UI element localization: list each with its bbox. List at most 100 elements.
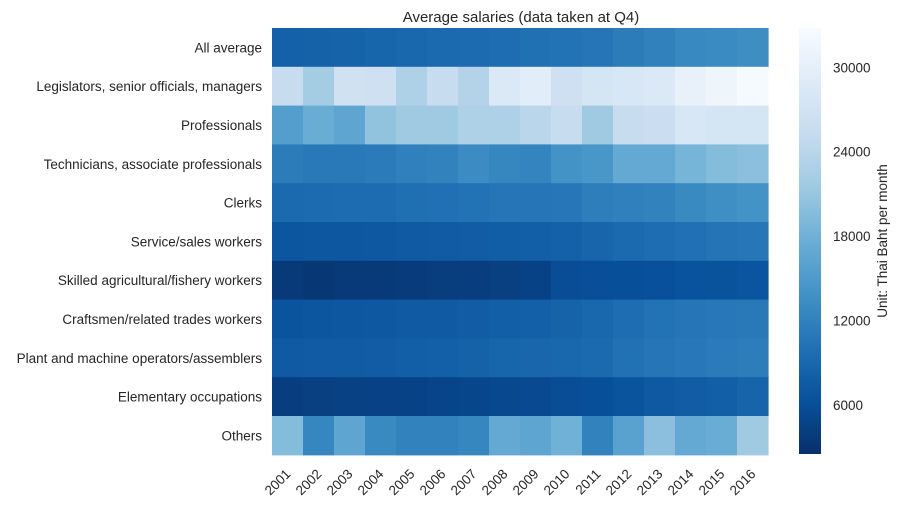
heatmap-cell — [458, 222, 490, 262]
heatmap-cell — [737, 66, 769, 107]
y-tick-label: Craftsmen/related trades workers — [62, 312, 262, 327]
heatmap-cell — [675, 183, 707, 223]
heatmap-cell — [334, 183, 366, 223]
heatmap-cell — [644, 28, 676, 68]
y-tick-label: Elementary occupations — [118, 390, 262, 405]
heatmap-cell — [396, 105, 428, 145]
heatmap-cell — [644, 66, 676, 107]
heatmap-cell — [489, 222, 521, 262]
heatmap-cell — [675, 144, 707, 184]
heatmap-cell — [644, 222, 676, 262]
heatmap-cell — [520, 338, 552, 378]
heatmap-cell — [303, 28, 335, 68]
heatmap-cell — [458, 416, 490, 456]
heatmap-cell — [582, 338, 614, 378]
heatmap-cell — [365, 377, 397, 417]
heatmap-cell — [520, 183, 552, 223]
heatmap-cell — [675, 377, 707, 417]
heatmap-cell — [644, 299, 676, 339]
heatmap-cell — [458, 260, 490, 301]
heatmap-cell — [489, 105, 521, 145]
heatmap-cell — [737, 299, 769, 339]
heatmap-cell — [706, 66, 738, 107]
x-axis-labels: 2001 2002 2003 2004 2005 2006 2007 2008 2009 2010… — [262, 466, 759, 498]
heatmap-cell — [427, 144, 459, 184]
heatmap-cell — [427, 260, 459, 301]
heatmap-cell — [303, 338, 335, 378]
x-tick-label: 2003 — [324, 466, 356, 498]
heatmap-cell — [427, 183, 459, 223]
heatmap-cell — [644, 416, 676, 456]
heatmap-cell — [675, 66, 707, 107]
heatmap-cell — [737, 144, 769, 184]
heatmap-cell — [582, 183, 614, 223]
heatmap-cell — [582, 28, 614, 68]
y-tick-label: Professionals — [181, 118, 262, 133]
x-tick-label: 2010 — [541, 466, 573, 498]
heatmap-cell — [396, 183, 428, 223]
heatmap-cell — [272, 105, 304, 145]
x-tick-label: 2011 — [572, 466, 603, 497]
heatmap-cell — [551, 183, 583, 223]
heatmap-cell — [396, 416, 428, 456]
heatmap-cell — [272, 66, 304, 107]
heatmap-cell — [551, 28, 583, 68]
colorbar — [799, 28, 821, 454]
heatmap-cell — [644, 377, 676, 417]
heatmap-cell — [551, 105, 583, 145]
chart-title: Average salaries (data taken at Q4) — [403, 9, 640, 26]
heatmap-cell — [520, 66, 552, 107]
heatmap-cell — [520, 144, 552, 184]
heatmap-cell — [458, 299, 490, 339]
heatmap-cell — [272, 299, 304, 339]
heatmap-cell — [303, 183, 335, 223]
heatmap-cell — [489, 28, 521, 68]
heatmap-cell — [675, 222, 707, 262]
heatmap-cell — [272, 338, 304, 378]
heatmap-cell — [365, 183, 397, 223]
heatmap-cell — [520, 377, 552, 417]
heatmap-cell — [334, 66, 366, 107]
heatmap-cell — [613, 260, 645, 301]
heatmap-cell — [427, 105, 459, 145]
heatmap-cell — [613, 416, 645, 456]
heatmap-cell — [303, 66, 335, 107]
heatmap-cell — [706, 144, 738, 184]
heatmap-cell — [365, 66, 397, 107]
heatmap-cell — [644, 105, 676, 145]
heatmap-cell — [737, 416, 769, 456]
heatmap-cell — [489, 183, 521, 223]
heatmap-cell — [582, 377, 614, 417]
heatmap-cell — [334, 416, 366, 456]
heatmap-cell — [706, 338, 738, 378]
heatmap-cell — [396, 377, 428, 417]
heatmap-cell — [706, 183, 738, 223]
heatmap-cell — [675, 338, 707, 378]
heatmap-cell — [737, 260, 769, 301]
heatmap-cell — [396, 66, 428, 107]
heatmap-cell — [582, 260, 614, 301]
heatmap-cell — [365, 144, 397, 184]
heatmap-cell — [427, 222, 459, 262]
heatmap-cell — [551, 222, 583, 262]
heatmap-cell — [365, 105, 397, 145]
colorbar-tick-label: 12000 — [833, 313, 871, 328]
heatmap-cell — [489, 377, 521, 417]
heatmap-cell — [365, 260, 397, 301]
heatmap-cell — [706, 260, 738, 301]
heatmap-cell — [365, 222, 397, 262]
heatmap-cell — [272, 260, 304, 301]
colorbar-tick-label: 30000 — [833, 60, 871, 75]
heatmap-cell — [706, 28, 738, 68]
heatmap-cell — [551, 416, 583, 456]
x-tick-label: 2016 — [727, 466, 759, 498]
heatmap-cell — [334, 299, 366, 339]
heatmap-cell — [458, 144, 490, 184]
heatmap-cell — [582, 222, 614, 262]
x-tick-label: 2009 — [510, 466, 542, 498]
heatmap-cell — [272, 416, 304, 456]
heatmap-cell — [272, 144, 304, 184]
heatmap-cell — [613, 377, 645, 417]
heatmap-cell — [458, 28, 490, 68]
heatmap-cell — [458, 105, 490, 145]
